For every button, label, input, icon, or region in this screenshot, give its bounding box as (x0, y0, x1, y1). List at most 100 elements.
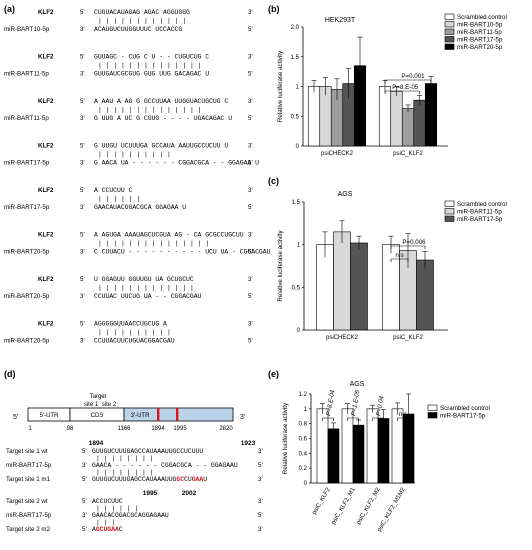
map-5prime: 5' (13, 414, 18, 421)
prime-label: 5' (248, 338, 253, 345)
legend-label: miR-BART20-5p (457, 44, 503, 51)
prime-label: 5' (248, 160, 253, 167)
sig-bracket (397, 417, 409, 421)
legend-swatch (444, 43, 455, 50)
y-tick-label: 1.5 (292, 200, 301, 206)
mrna-name: KLF2 (38, 98, 54, 105)
panel-e: (e) AGS 0 0.2 0.4 0.6 0.8 1 1.2 Relative lucife… (268, 369, 490, 533)
legend-label: Scrambled control (457, 201, 507, 208)
sig-label: P=8.E-04 (325, 389, 337, 416)
mrna-seq: U GGAGUU GGUUGU UA GCUGCUC (94, 276, 194, 283)
prime-label: 5' (80, 98, 85, 105)
utr3-label: 3'-UTR (131, 413, 150, 419)
pairing-bars: | | | | | | (96, 505, 138, 512)
prime-label: 5' (80, 143, 85, 150)
legend-swatch (427, 404, 438, 411)
target-label: Target (90, 394, 107, 400)
panel-a: (a) KLF2 5' CUGUACAUAGAG AGAC AGGUGGG 3' | |… (4, 4, 271, 345)
pos-1995: 1995 (173, 426, 187, 432)
mirna-seq: C CUUACU - - - - - - - - - - UCU UA - CG… (94, 249, 271, 256)
y-tick-label: 0.8 (299, 422, 308, 428)
prime-label: 3' (258, 448, 263, 455)
legend-label: Scrambled control (457, 14, 507, 21)
mirna-seq: ACAUGUCUUGGUUUC UCCACCG (94, 26, 182, 33)
prime-label: 3' (82, 512, 87, 519)
row-name: Target site 1 wt (6, 448, 48, 455)
row-name: miR-BART17-5p (6, 462, 52, 469)
pairing-bars: | | | | | | | | | | | | (98, 18, 186, 25)
y-tick-label: 0.4 (299, 451, 308, 457)
pos-98: 98 (67, 426, 74, 432)
prime-label: 5' (80, 187, 85, 194)
y-tick-label: 1.5 (291, 55, 300, 61)
bar (401, 108, 415, 147)
panel-e-label: (e) (268, 369, 279, 379)
pairing-bars: | | | | | | | | | | | | | | (98, 62, 202, 69)
mrna-name: KLF2 (38, 276, 54, 283)
bar (333, 231, 351, 331)
sig-label: n.s (399, 411, 407, 418)
sig-bracket (390, 245, 426, 249)
row-seq: GUUGUCUUUGAGCCAUAAAUUGGCCUGAAU (92, 476, 207, 483)
y-axis-label: Relative luciferase activity (282, 402, 289, 474)
x-tick-label: psiC_KLF2_M1M2 (377, 486, 407, 533)
bar (350, 242, 368, 331)
x-tick-label: psiCHECK2 (326, 335, 359, 341)
legend-swatch (444, 21, 455, 28)
sig-label: P=0.006 (402, 239, 426, 246)
sig-label: P=1.E-05 (350, 389, 362, 416)
row-seq: GAACA - - - - - - CGGACGCA - - GGAGAAU (92, 462, 238, 469)
mirna-seq: CCUUAC UUCUG UA - - CGGACGAU (94, 293, 202, 300)
prime-label: 3' (248, 321, 253, 328)
prime-label: 5' (82, 476, 87, 483)
mrna-name: KLF2 (38, 9, 54, 16)
prime-label: 3' (248, 187, 253, 194)
sig-label: P=8.E-05 (392, 84, 419, 91)
y-tick-label: 0.6 (299, 437, 308, 443)
legend-swatch (444, 36, 455, 43)
pos-1: 1 (28, 426, 32, 432)
site2-marker (176, 408, 179, 421)
panel-b: (b) HEK293T 0 0.5 1 1.5 2.0 Relative lucifera… (268, 4, 507, 157)
prime-label: 3' (80, 338, 85, 345)
sig-bracket (390, 258, 409, 262)
prime-label: 3' (80, 115, 85, 122)
prime-label: 5' (82, 498, 87, 505)
mirna-seq: CCUUACUUCUGUACGGACGAU (94, 338, 175, 345)
prime-label: 3' (80, 26, 85, 33)
prime-label: 5' (258, 462, 263, 469)
prime-label: 3' (248, 98, 253, 105)
sig-bracket (347, 417, 359, 421)
bar (416, 259, 434, 331)
y-tick-label: 2.0 (291, 25, 300, 31)
sig-label: P=0.001 (401, 73, 425, 80)
mirna-name: miR-BART17-5p (4, 204, 50, 211)
pos-1166: 1166 (118, 426, 132, 432)
sig-label: n.s (395, 252, 403, 259)
site2-label: site 2 (102, 402, 117, 408)
y-tick-label: 1 (296, 85, 300, 91)
y-axis-label: Relative luciferase activity (277, 50, 284, 122)
pairing-bars: | | | | | | | | | | | | | | (98, 107, 202, 114)
prime-label: 5' (248, 249, 253, 256)
prime-label: 3' (80, 249, 85, 256)
panel-a-label: (a) (4, 4, 15, 14)
pairing-bars: | | | | | | | | (96, 469, 154, 476)
pairing-bars: | | | | | | | | | | (98, 329, 171, 336)
bar (378, 86, 392, 147)
map-3prime: 3' (240, 414, 245, 421)
panel-c: (c) AGS 0 0.5 1 1.5 Relative luciferase acti… (268, 176, 507, 341)
prime-label: 3' (80, 204, 85, 211)
x-tick-label: psiC_KLF2_M1 (331, 486, 357, 525)
bar (377, 418, 390, 484)
mrna-seq: AGGGGGUUAACCUGCUG A (94, 321, 167, 328)
row-name: miR-BART17-5p (6, 512, 52, 519)
sig-bracket (372, 417, 384, 421)
row-name: Target site 1 m1 (6, 476, 51, 483)
mrna-name: KLF2 (38, 143, 54, 150)
sig-bracket (384, 90, 420, 94)
mirna-seq: GAACAUACGGACGCA GGAGAA U (94, 204, 186, 211)
pairing-bars: | | | (96, 519, 115, 526)
x-tick-label: psiC_KLF2_M2 (356, 486, 382, 525)
